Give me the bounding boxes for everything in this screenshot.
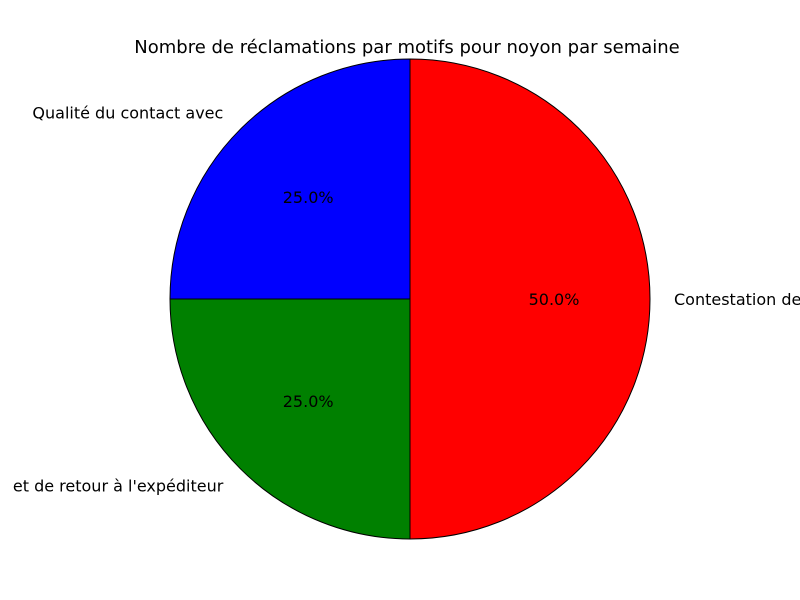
pie-slice — [169, 58, 411, 300]
slice-category-label: Contestation de l'information de distrib… — [674, 290, 800, 309]
slice-percent-label: 25.0% — [283, 392, 334, 411]
slice-category-label: et de retour à l'expéditeur — [13, 477, 224, 496]
slice-percent-label: 25.0% — [283, 188, 334, 207]
pie-slice — [409, 58, 651, 540]
pie-slice — [169, 298, 411, 540]
slice-percent-label: 50.0% — [529, 290, 580, 309]
chart-title: Nombre de réclamations par motifs pour n… — [134, 37, 680, 58]
pie-slices — [169, 58, 651, 540]
slice-category-label: Qualité du contact avec — [32, 103, 223, 122]
pie-labels: 25.0% Qualité du contact avec 25.0% et de r… — [13, 103, 800, 495]
